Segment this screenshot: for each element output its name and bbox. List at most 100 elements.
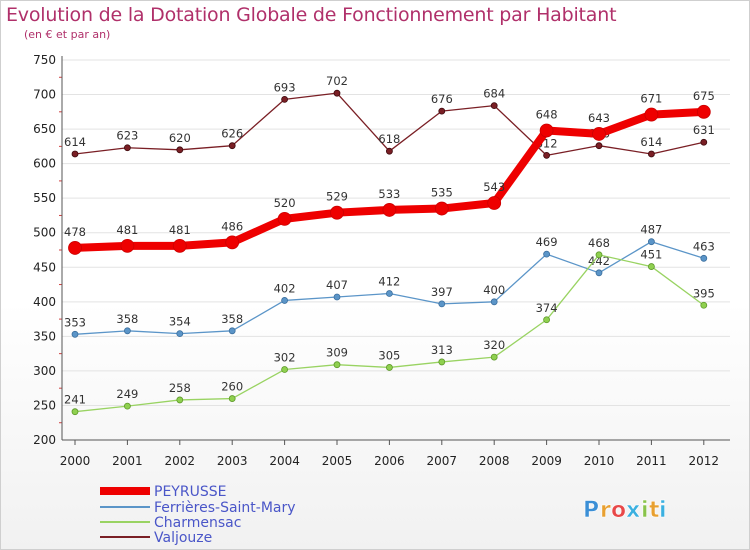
data-point-valjouze: [438, 107, 446, 115]
chart-title: Evolution de la Dotation Globale de Fonc…: [6, 4, 617, 26]
data-label-charmensac: 305: [378, 348, 400, 362]
y-tick-label-400: 400: [33, 295, 56, 309]
data-point-peyrusse: [539, 123, 554, 138]
data-label-valjouze: 676: [431, 92, 453, 106]
x-tick-label-2012: 2012: [689, 454, 720, 468]
data-point-ferri-res-saint-mary: [176, 330, 184, 338]
x-tick-label-2007: 2007: [427, 454, 458, 468]
data-point-charmensac: [124, 402, 131, 410]
chart-subtitle: (en € et par an): [24, 28, 111, 41]
data-point-peyrusse: [592, 127, 606, 141]
data-label-valjouze: 631: [693, 123, 715, 137]
y-tick-label-650: 650: [33, 122, 56, 136]
x-tick-label-2006: 2006: [374, 454, 405, 468]
data-point-charmensac: [176, 396, 184, 404]
data-point-charmensac: [595, 251, 603, 259]
data-label-ferri-res-saint-mary: 402: [274, 281, 296, 295]
logo-letter: t: [649, 498, 660, 523]
data-label-peyrusse: 481: [116, 223, 138, 237]
data-label-charmensac: 302: [274, 351, 296, 365]
x-tick-label-2010: 2010: [584, 454, 615, 468]
data-label-peyrusse: 543: [483, 180, 505, 194]
data-point-ferri-res-saint-mary: [543, 250, 550, 258]
data-point-charmensac: [333, 361, 341, 369]
legend-label-peyrusse: PEYRUSSE: [154, 484, 226, 500]
data-point-valjouze: [385, 147, 393, 155]
data-label-valjouze: 614: [64, 135, 86, 149]
y-tick-label-750: 750: [33, 53, 56, 67]
data-label-peyrusse: 648: [536, 107, 558, 121]
data-label-charmensac: 468: [588, 236, 610, 250]
data-point-charmensac: [490, 353, 498, 361]
data-label-peyrusse: 481: [169, 223, 191, 237]
data-label-ferri-res-saint-mary: 469: [536, 235, 558, 249]
data-point-ferri-res-saint-mary: [438, 300, 446, 308]
data-point-charmensac: [385, 364, 393, 371]
data-label-peyrusse: 643: [588, 111, 610, 125]
data-label-peyrusse: 535: [431, 186, 453, 200]
data-point-ferri-res-saint-mary: [124, 327, 131, 335]
y-tick-label-200: 200: [33, 433, 56, 447]
y-tick-label-300: 300: [33, 364, 56, 378]
data-point-charmensac: [543, 316, 550, 324]
data-point-ferri-res-saint-mary: [228, 327, 236, 335]
data-label-peyrusse: 529: [326, 190, 348, 204]
data-point-peyrusse: [225, 235, 240, 250]
data-label-ferri-res-saint-mary: 463: [693, 239, 715, 253]
x-tick-label-2005: 2005: [322, 454, 353, 468]
data-label-ferri-res-saint-mary: 353: [64, 315, 86, 329]
data-label-valjouze: 702: [326, 74, 348, 88]
legend-label-valjouze: Valjouze: [154, 530, 212, 546]
logo-letter: i: [641, 498, 649, 523]
data-point-valjouze: [543, 151, 550, 159]
data-point-valjouze: [228, 142, 236, 150]
data-label-charmensac: 249: [116, 387, 138, 401]
data-point-peyrusse: [434, 201, 449, 216]
legend-label-charmensac: Charmensac: [154, 515, 241, 531]
data-label-ferri-res-saint-mary: 397: [431, 285, 453, 299]
data-label-ferri-res-saint-mary: 407: [326, 278, 348, 292]
x-tick-label-2008: 2008: [479, 454, 510, 468]
data-point-charmensac: [71, 408, 79, 416]
data-point-ferri-res-saint-mary: [281, 297, 289, 304]
y-tick-label-550: 550: [33, 191, 56, 205]
y-tick-label-600: 600: [33, 157, 56, 171]
x-tick-label-2009: 2009: [531, 454, 562, 468]
logo-letter: x: [626, 498, 640, 523]
data-point-valjouze: [648, 150, 655, 158]
data-point-valjouze: [490, 102, 498, 109]
data-point-valjouze: [595, 142, 603, 150]
data-label-valjouze: 693: [274, 80, 296, 94]
x-tick-label-2011: 2011: [636, 454, 667, 468]
logo-letter: o: [611, 498, 626, 523]
data-label-ferri-res-saint-mary: 358: [221, 312, 243, 326]
y-tick-label-250: 250: [33, 398, 56, 412]
data-label-valjouze: 620: [169, 131, 191, 145]
data-label-charmensac: 313: [431, 343, 453, 357]
data-label-ferri-res-saint-mary: 400: [483, 283, 505, 297]
x-tick-label-2002: 2002: [165, 454, 196, 468]
data-point-peyrusse: [487, 196, 502, 210]
data-point-charmensac: [228, 395, 236, 402]
legend-label-ferri-res-saint-mary: Ferrières-Saint-Mary: [154, 500, 296, 516]
data-point-charmensac: [438, 358, 446, 366]
logo-letter: P: [583, 498, 599, 523]
data-point-charmensac: [700, 301, 708, 309]
data-point-charmensac: [648, 263, 655, 270]
data-label-valjouze: 684: [483, 87, 505, 101]
data-point-peyrusse: [172, 238, 187, 253]
logo-letter: i: [659, 498, 667, 523]
data-point-peyrusse: [277, 212, 292, 226]
data-point-valjouze: [333, 89, 341, 97]
data-label-charmensac: 451: [640, 248, 662, 262]
data-point-ferri-res-saint-mary: [595, 269, 603, 277]
data-label-peyrusse: 478: [64, 225, 86, 239]
x-tick-label-2004: 2004: [269, 454, 300, 468]
data-label-charmensac: 241: [64, 393, 86, 407]
y-tick-label-350: 350: [33, 329, 56, 343]
y-tick-label-450: 450: [33, 260, 56, 274]
data-point-ferri-res-saint-mary: [71, 330, 79, 338]
x-tick-label-2000: 2000: [60, 454, 91, 468]
